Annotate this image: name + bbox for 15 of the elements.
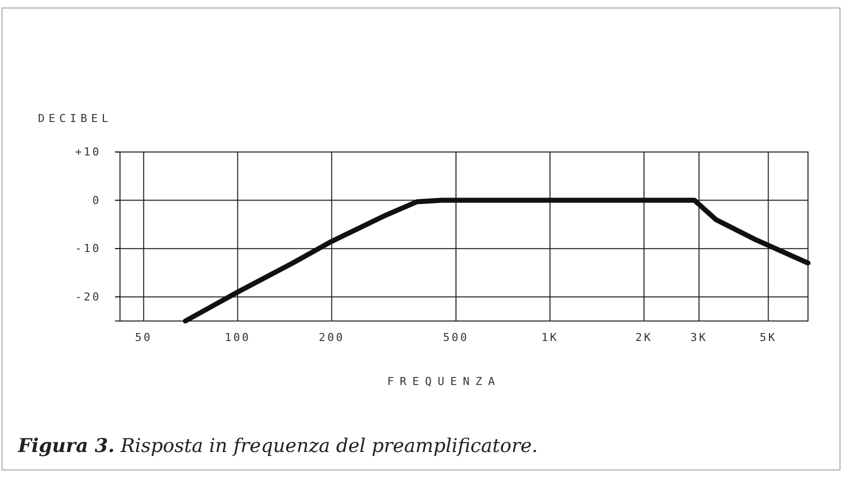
x-axis-title: FREQUENZA — [387, 375, 501, 388]
x-tick-label: 100 — [224, 330, 251, 344]
x-tick-label: 2K — [635, 330, 653, 344]
text: Figura 3. Risposta in frequenza del preamplificatore. — [17, 435, 538, 457]
y-axis-title: DECIBEL — [38, 112, 112, 125]
x-tick-label: 5K — [760, 330, 777, 344]
x-tick-label: 1K — [541, 330, 559, 344]
x-tick-label: 200 — [318, 330, 345, 344]
y-tick-label: -20 — [75, 290, 101, 304]
y-tick-label: +10 — [75, 146, 101, 159]
x-tick-label: 500 — [443, 330, 469, 344]
x-tick-label: 50 — [135, 330, 152, 344]
y-tick-label: 0 — [92, 194, 101, 207]
y-tick-label: -10 — [75, 242, 101, 256]
x-tick-label: 3K — [690, 330, 708, 344]
